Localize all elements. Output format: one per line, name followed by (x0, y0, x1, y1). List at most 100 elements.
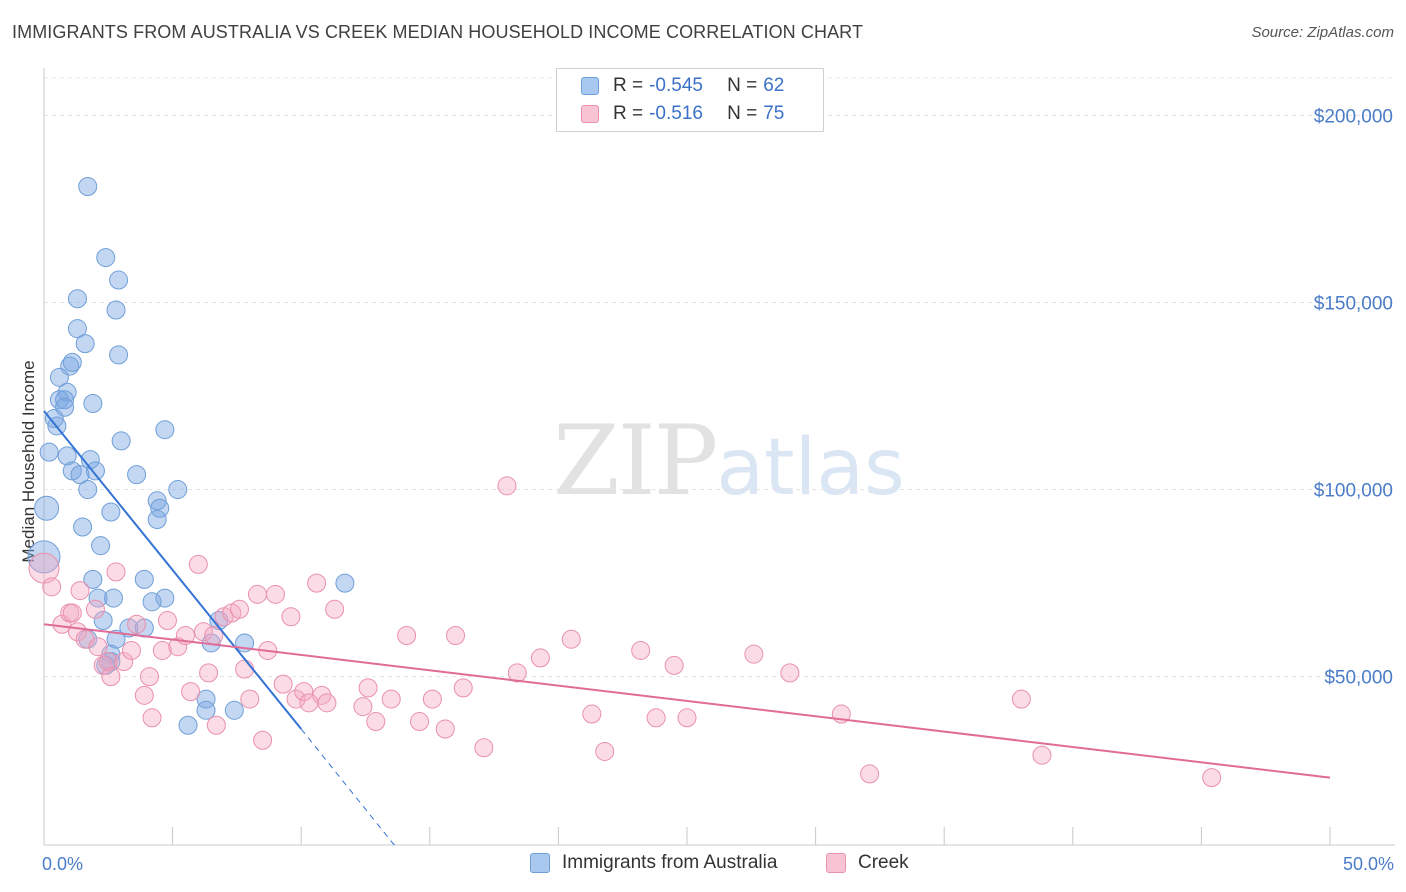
point-creek (595, 741, 615, 761)
point-australia (106, 300, 126, 320)
series-legend-australia[interactable]: Immigrants from Australia (530, 852, 777, 874)
point-creek (101, 667, 121, 687)
point-creek (507, 663, 527, 683)
x-tick-label: 50.0% (1343, 854, 1394, 874)
point-creek (646, 708, 666, 728)
point-australia (106, 629, 126, 649)
y-tick-label: $100,000 (1314, 481, 1393, 502)
point-creek (199, 663, 219, 683)
point-australia (196, 700, 216, 720)
point-australia (111, 431, 131, 451)
point-australia (57, 382, 77, 402)
point-creek (273, 674, 293, 694)
point-australia (85, 461, 105, 481)
point-creek (98, 652, 118, 672)
point-australia (49, 367, 69, 387)
legend-r-value: -0.516 (649, 103, 703, 124)
point-creek (152, 640, 172, 660)
point-creek (397, 625, 417, 645)
point-creek (106, 562, 126, 582)
point-creek (353, 697, 373, 717)
point-australia (142, 592, 162, 612)
legend-row-creek: R = -0.516 N = 75 (581, 101, 784, 127)
point-australia (96, 248, 116, 268)
point-creek (435, 719, 455, 739)
point-australia (83, 569, 103, 589)
point-australia (103, 588, 123, 608)
watermark-atlas: atlas (716, 423, 905, 513)
point-australia (150, 498, 170, 518)
point-creek (422, 689, 442, 709)
point-creek (860, 764, 880, 784)
point-creek (317, 693, 337, 713)
point-creek (139, 667, 159, 687)
point-australia (67, 319, 87, 339)
point-creek (127, 614, 147, 634)
point-australia (134, 569, 154, 589)
y-tick-label: $200,000 (1314, 106, 1393, 127)
series-label-creek: Creek (858, 852, 909, 873)
point-australia (127, 465, 147, 485)
point-creek (530, 648, 550, 668)
point-creek (677, 708, 697, 728)
point-creek (253, 730, 273, 750)
point-creek (229, 599, 249, 619)
point-creek (193, 622, 213, 642)
point-creek (281, 607, 301, 627)
point-creek (265, 584, 285, 604)
point-australia (73, 517, 93, 537)
legend-n-value: 75 (763, 103, 785, 124)
point-creek (168, 637, 188, 657)
trendline-creek (43, 623, 1331, 779)
point-creek (744, 644, 764, 664)
point-creek (70, 581, 90, 601)
point-australia (91, 536, 111, 556)
point-creek (247, 584, 267, 604)
series-swatch-australia (530, 853, 550, 873)
point-australia (34, 495, 60, 521)
point-australia (335, 573, 355, 593)
point-australia (155, 420, 175, 440)
point-australia (224, 700, 244, 720)
point-creek (446, 625, 466, 645)
watermark-zip: ZIP (553, 405, 718, 517)
series-legend-creek[interactable]: Creek (826, 852, 909, 874)
point-australia (93, 611, 113, 631)
point-australia (147, 491, 167, 511)
y-tick-label: $50,000 (1324, 668, 1393, 689)
point-creek (286, 689, 306, 709)
point-australia (168, 480, 188, 500)
trendline-australia-extrapolated (300, 728, 395, 846)
point-creek (358, 678, 378, 698)
legend-swatch-australia (581, 77, 599, 95)
point-australia (55, 390, 75, 410)
source-label: Source: ZipAtlas.com (1251, 24, 1394, 41)
point-australia (178, 715, 198, 735)
point-australia (27, 540, 61, 574)
y-axis-title: Median Household Income (19, 360, 38, 562)
series-swatch-creek (826, 853, 846, 873)
legend-r-value: -0.545 (649, 75, 703, 96)
point-creek (664, 655, 684, 675)
legend-r-label: R = (613, 75, 644, 96)
point-creek (474, 738, 494, 758)
point-creek (1202, 768, 1222, 788)
point-creek (142, 708, 162, 728)
y-tick-label: $150,000 (1314, 293, 1393, 314)
point-creek (631, 640, 651, 660)
point-creek (294, 682, 314, 702)
series-label-australia: Immigrants from Australia (562, 852, 778, 873)
point-australia (67, 289, 87, 309)
point-creek (1032, 745, 1052, 765)
point-creek (381, 689, 401, 709)
point-creek (366, 712, 386, 732)
point-australia (39, 442, 59, 462)
point-creek (561, 629, 581, 649)
x-tick-label: 0.0% (42, 854, 83, 874)
point-australia (75, 334, 95, 354)
legend-n-label: N = (727, 103, 758, 124)
legend-row-australia: R = -0.545 N = 62 (581, 73, 784, 99)
chart-title: IMMIGRANTS FROM AUSTRALIA VS CREEK MEDIA… (12, 22, 864, 42)
point-creek (453, 678, 473, 698)
